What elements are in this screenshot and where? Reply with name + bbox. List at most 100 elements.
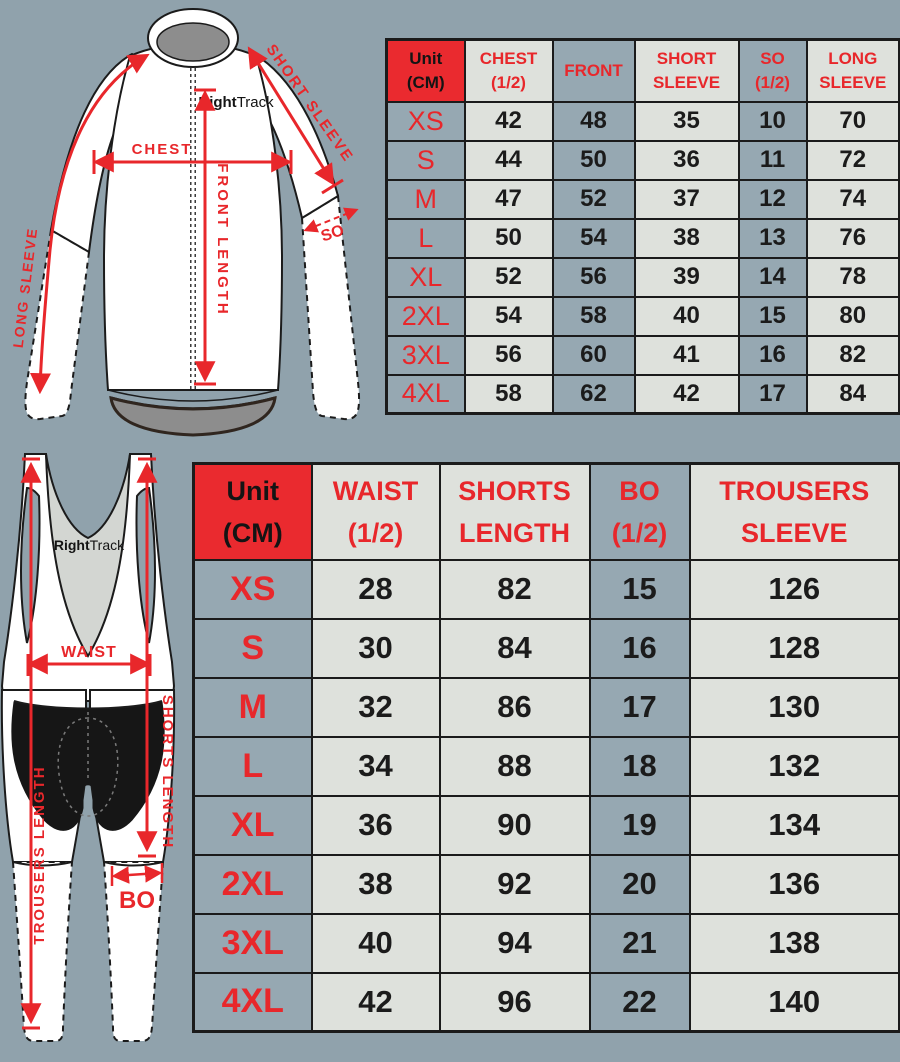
value-cell: 16 bbox=[737, 334, 808, 376]
column-header-front: FRONT bbox=[551, 38, 636, 103]
value-cell: 140 bbox=[688, 971, 900, 1033]
jersey-brand-logo: RightTrack bbox=[198, 94, 274, 111]
value-cell: 90 bbox=[438, 794, 591, 856]
value-cell: 130 bbox=[688, 676, 900, 738]
value-cell: 52 bbox=[551, 178, 636, 220]
value-cell: 41 bbox=[633, 334, 740, 376]
column-header-chest: CHEST (1/2) bbox=[463, 38, 554, 103]
value-cell: 30 bbox=[310, 617, 441, 679]
value-cell: 15 bbox=[737, 295, 808, 337]
value-cell: 50 bbox=[463, 217, 554, 259]
jersey-hem-line bbox=[107, 389, 279, 402]
bib-brand-logo: RightTrack bbox=[54, 537, 125, 553]
size-row-L: L 34 88 18 132 bbox=[192, 735, 900, 797]
long-sleeve-arrow bbox=[29, 53, 150, 395]
value-cell: 54 bbox=[551, 217, 636, 259]
value-cell: 58 bbox=[463, 373, 554, 415]
value-cell: 56 bbox=[463, 334, 554, 376]
value-cell: 74 bbox=[805, 178, 900, 220]
size-row-3XL: 3XL 56 60 41 16 82 bbox=[385, 334, 900, 376]
size-label: M bbox=[385, 178, 466, 220]
size-label: XS bbox=[192, 558, 313, 620]
logo-light-part: Track bbox=[90, 537, 125, 553]
value-cell: 136 bbox=[688, 853, 900, 915]
size-row-L: L 50 54 38 13 76 bbox=[385, 217, 900, 259]
size-label: S bbox=[385, 139, 466, 181]
size-row-XS: XS 42 48 35 10 70 bbox=[385, 100, 900, 142]
value-cell: 35 bbox=[633, 100, 740, 142]
jersey-table-header-row: Unit (CM) CHEST (1/2) FRONT SHORT SLEEVE SO (1/2… bbox=[385, 38, 900, 103]
value-cell: 80 bbox=[805, 295, 900, 337]
jersey-hem-back bbox=[109, 395, 277, 437]
logo-bold-part: Right bbox=[54, 537, 90, 553]
value-cell: 94 bbox=[438, 912, 591, 974]
size-row-XL: XL 52 56 39 14 78 bbox=[385, 256, 900, 298]
column-header-bo: BO (1/2) bbox=[588, 462, 691, 561]
short-sleeve-tick bbox=[321, 178, 344, 195]
size-row-S: S 30 84 16 128 bbox=[192, 617, 900, 679]
value-cell: 82 bbox=[438, 558, 591, 620]
column-header-shorts-length: SHORTS LENGTH bbox=[438, 462, 591, 561]
value-cell: 22 bbox=[588, 971, 691, 1033]
value-cell: 78 bbox=[805, 256, 900, 298]
shorts-length-label: SHORTS LENGTH bbox=[159, 695, 176, 849]
value-cell: 62 bbox=[551, 373, 636, 415]
value-cell: 84 bbox=[438, 617, 591, 679]
size-row-4XL: 4XL 42 96 22 140 bbox=[192, 971, 900, 1033]
value-cell: 38 bbox=[310, 853, 441, 915]
value-cell: 128 bbox=[688, 617, 900, 679]
unit-header-cell: Unit (CM) bbox=[385, 38, 466, 103]
value-cell: 42 bbox=[310, 971, 441, 1033]
bo-arrow bbox=[111, 865, 163, 884]
chamois-pad-outline bbox=[57, 717, 119, 817]
value-cell: 20 bbox=[588, 853, 691, 915]
size-row-2XL: 2XL 38 92 20 136 bbox=[192, 853, 900, 915]
value-cell: 132 bbox=[688, 735, 900, 797]
jersey-illustration: RightTrack CHEST FRONT LENGTH SHORT SLEE… bbox=[10, 8, 361, 437]
value-cell: 47 bbox=[463, 178, 554, 220]
bib-back-panel bbox=[45, 453, 131, 658]
size-label: M bbox=[192, 676, 313, 738]
size-row-S: S 44 50 36 11 72 bbox=[385, 139, 900, 181]
jersey-size-table: Unit (CM) CHEST (1/2) FRONT SHORT SLEEVE SO (1/2… bbox=[385, 38, 900, 415]
size-label: L bbox=[192, 735, 313, 797]
value-cell: 38 bbox=[633, 217, 740, 259]
value-cell: 60 bbox=[551, 334, 636, 376]
value-cell: 21 bbox=[588, 912, 691, 974]
value-cell: 36 bbox=[310, 794, 441, 856]
value-cell: 14 bbox=[737, 256, 808, 298]
so-label: SO bbox=[319, 222, 346, 245]
value-cell: 42 bbox=[463, 100, 554, 142]
column-header-long-sleeve: LONG SLEEVE bbox=[805, 38, 900, 103]
value-cell: 12 bbox=[737, 178, 808, 220]
value-cell: 42 bbox=[633, 373, 740, 415]
size-row-XS: XS 28 82 15 126 bbox=[192, 558, 900, 620]
size-label: XL bbox=[385, 256, 466, 298]
size-label: 2XL bbox=[192, 853, 313, 915]
value-cell: 40 bbox=[633, 295, 740, 337]
value-cell: 19 bbox=[588, 794, 691, 856]
bib-size-table: Unit (CM) WAIST (1/2) SHORTS LENGTH BO (1/2) TRO… bbox=[192, 462, 900, 1033]
value-cell: 10 bbox=[737, 100, 808, 142]
column-header-so: SO (1/2) bbox=[737, 38, 808, 103]
bib-shorts-illustration: RightTrack WAIST TR bbox=[0, 453, 176, 1042]
size-label: XS bbox=[385, 100, 466, 142]
value-cell: 56 bbox=[551, 256, 636, 298]
value-cell: 16 bbox=[588, 617, 691, 679]
trousers-length-label: TROUSERS LENGTH bbox=[31, 765, 48, 944]
value-cell: 70 bbox=[805, 100, 900, 142]
value-cell: 39 bbox=[633, 256, 740, 298]
value-cell: 17 bbox=[737, 373, 808, 415]
value-cell: 72 bbox=[805, 139, 900, 181]
value-cell: 28 bbox=[310, 558, 441, 620]
value-cell: 17 bbox=[588, 676, 691, 738]
size-row-M: M 47 52 37 12 74 bbox=[385, 178, 900, 220]
short-sleeve-arrow bbox=[247, 46, 335, 186]
size-row-M: M 32 86 17 130 bbox=[192, 676, 900, 738]
value-cell: 138 bbox=[688, 912, 900, 974]
value-cell: 34 bbox=[310, 735, 441, 797]
unit-header-cell: Unit (CM) bbox=[192, 462, 313, 561]
front-length-label: FRONT LENGTH bbox=[214, 163, 231, 317]
value-cell: 15 bbox=[588, 558, 691, 620]
value-cell: 44 bbox=[463, 139, 554, 181]
